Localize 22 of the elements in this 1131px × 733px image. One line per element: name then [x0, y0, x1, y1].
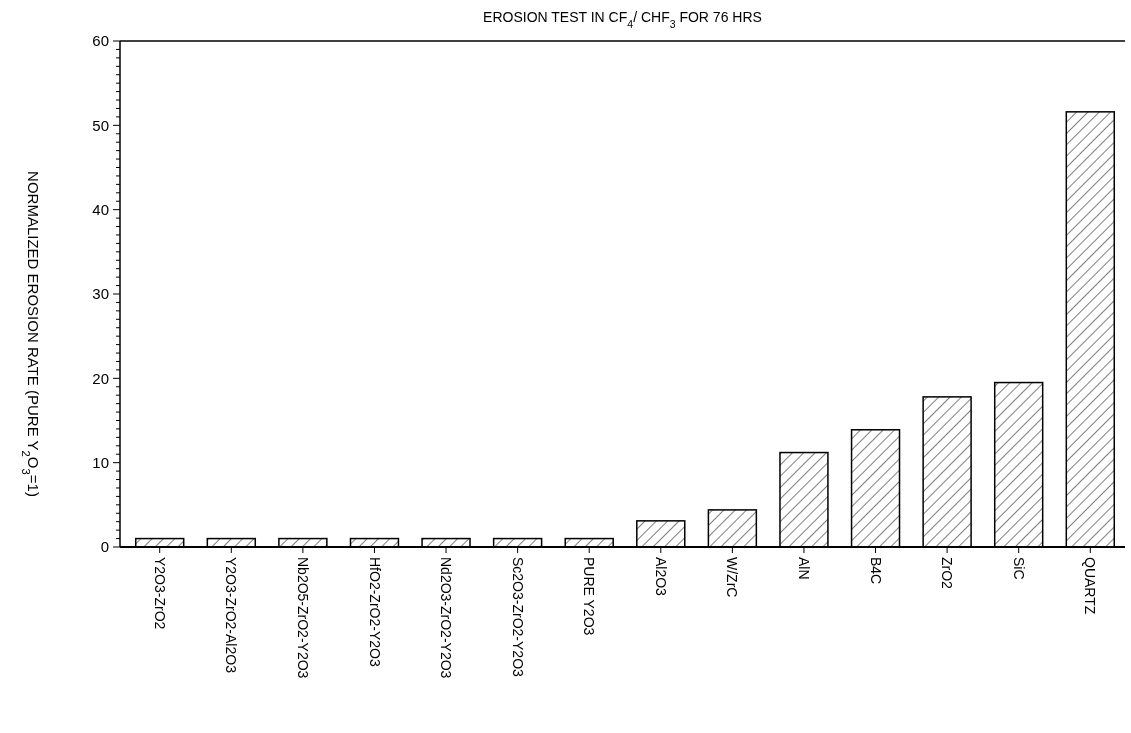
x-tick-label: SiC	[1010, 557, 1027, 580]
x-tick-label: B4C	[867, 557, 884, 585]
x-tick-label: ZrO2	[939, 557, 956, 590]
x-tick-label: HfO2-ZrO2-Y2O3	[366, 557, 383, 667]
x-tick-label: Nd2O3-ZrO2-Y2O3	[438, 557, 455, 679]
x-tick-label: PURE Y2O3	[581, 557, 598, 636]
y-tick-label: 60	[92, 32, 109, 50]
y-tick-label: 30	[92, 285, 109, 303]
y-tick-label: 10	[92, 453, 109, 471]
y-tick-label: 50	[92, 116, 109, 134]
y-tick-label: 20	[92, 369, 109, 387]
x-tick-label: W/ZrC	[724, 557, 741, 598]
y-tick-label: 40	[92, 200, 109, 218]
x-tick-label: Y2O3-ZrO2	[151, 557, 168, 630]
x-tick-label: AlN	[796, 557, 813, 580]
x-tick-label: Sc2O3-ZrO2-Y2O3	[509, 557, 526, 678]
chart-title: EROSION TEST IN CF$_{4}$/ CHF$_{3}$ FOR 76 HRS	[483, 9, 762, 30]
x-tick-label: Al2O3	[652, 557, 669, 597]
y-tick-label: 0	[100, 538, 109, 556]
x-tick-label: QUARTZ	[1082, 557, 1099, 615]
x-tick-label: Y2O3-ZrO2-Al2O3	[223, 557, 240, 674]
x-tick-label: Nb2O5-ZrO2-Y2O3	[294, 557, 311, 679]
